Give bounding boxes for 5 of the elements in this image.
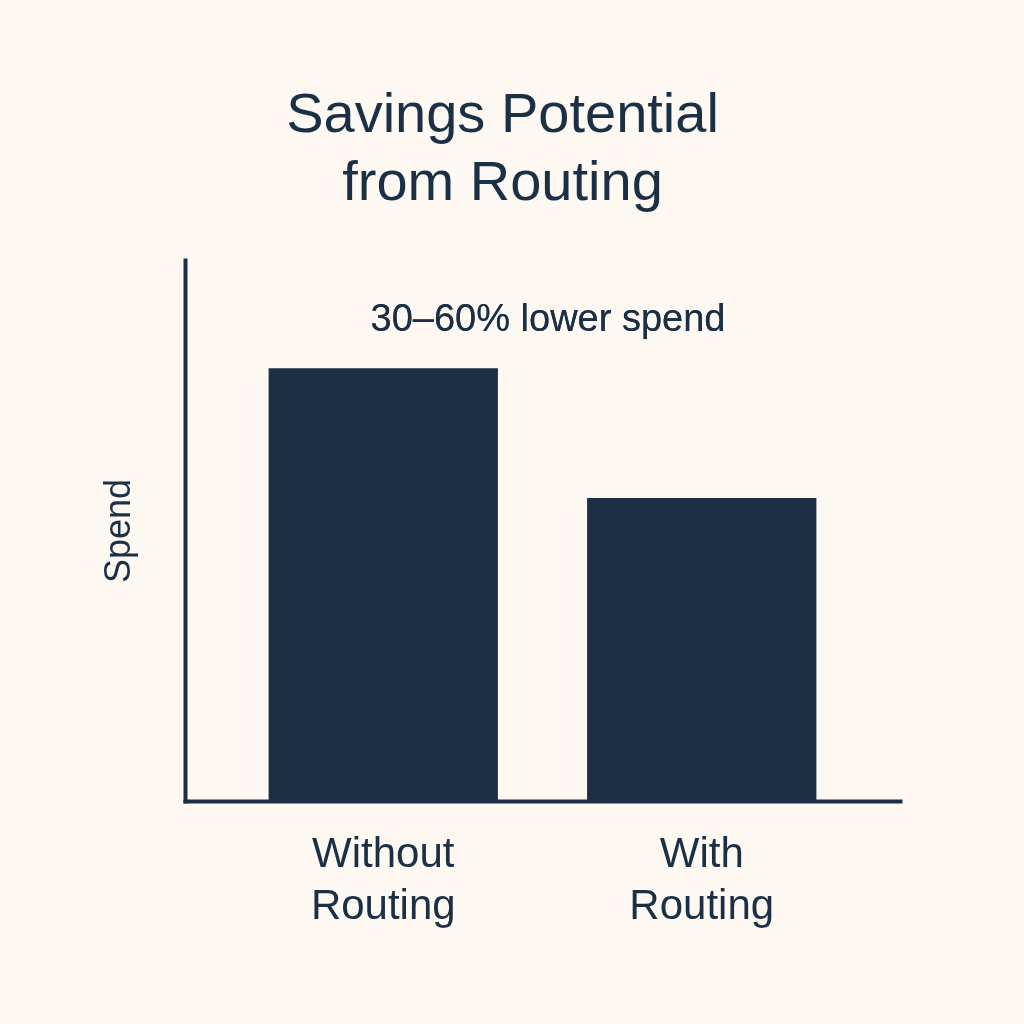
y-axis-title: Spend [96,478,138,584]
x-tick-label: With Routing [629,828,775,928]
text: 30–60% lower spend [370,297,726,339]
x-tick-label: Without Routing [310,828,456,928]
chart-title: Savings Potential from Routing [286,81,719,212]
